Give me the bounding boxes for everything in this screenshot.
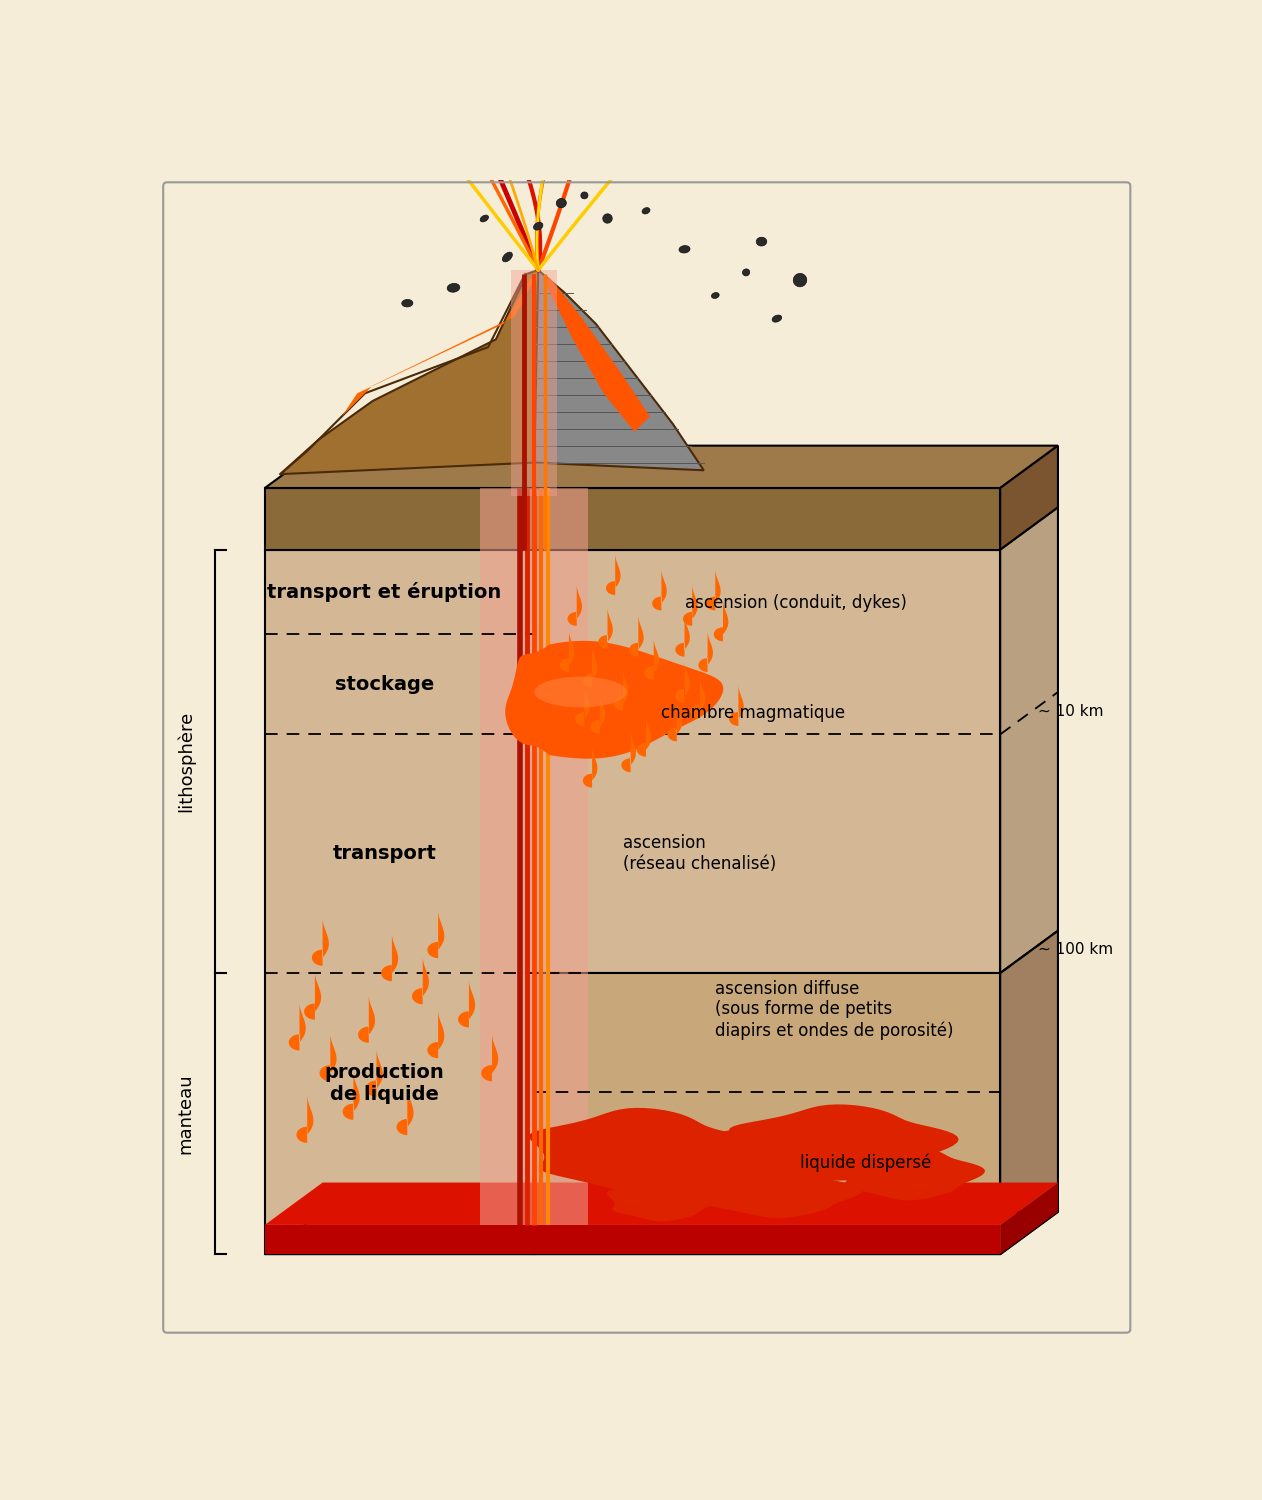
Polygon shape bbox=[652, 568, 666, 610]
Ellipse shape bbox=[712, 292, 719, 298]
Text: manteau: manteau bbox=[177, 1074, 194, 1154]
Polygon shape bbox=[319, 1034, 337, 1082]
FancyBboxPatch shape bbox=[534, 974, 1001, 1254]
Polygon shape bbox=[534, 270, 704, 471]
Polygon shape bbox=[690, 676, 705, 718]
FancyBboxPatch shape bbox=[265, 549, 534, 1254]
Polygon shape bbox=[729, 1104, 959, 1180]
Polygon shape bbox=[342, 278, 534, 417]
Polygon shape bbox=[606, 554, 621, 596]
Polygon shape bbox=[411, 956, 429, 1005]
Polygon shape bbox=[637, 716, 651, 756]
Polygon shape bbox=[645, 638, 659, 680]
Ellipse shape bbox=[772, 315, 781, 322]
Text: ascension (conduit, dykes): ascension (conduit, dykes) bbox=[684, 594, 906, 612]
Text: production
de liquide: production de liquide bbox=[324, 1064, 444, 1104]
Polygon shape bbox=[458, 980, 476, 1028]
Polygon shape bbox=[381, 933, 398, 981]
Polygon shape bbox=[560, 630, 574, 672]
Text: transport et éruption: transport et éruption bbox=[268, 582, 501, 602]
Polygon shape bbox=[280, 270, 538, 474]
Polygon shape bbox=[598, 608, 613, 650]
Polygon shape bbox=[668, 699, 683, 741]
Polygon shape bbox=[289, 1002, 305, 1050]
Ellipse shape bbox=[534, 222, 543, 230]
Polygon shape bbox=[428, 910, 444, 958]
Text: liquide dispersé: liquide dispersé bbox=[800, 1154, 931, 1172]
Polygon shape bbox=[366, 1048, 382, 1096]
Polygon shape bbox=[1001, 1182, 1058, 1254]
Text: stockage: stockage bbox=[334, 675, 434, 694]
Polygon shape bbox=[428, 1010, 444, 1058]
Polygon shape bbox=[544, 278, 650, 432]
Polygon shape bbox=[714, 600, 728, 640]
Ellipse shape bbox=[679, 246, 690, 254]
Polygon shape bbox=[705, 568, 721, 610]
Polygon shape bbox=[621, 730, 636, 772]
Ellipse shape bbox=[447, 284, 459, 292]
Polygon shape bbox=[1001, 930, 1058, 1254]
Polygon shape bbox=[265, 1212, 1058, 1254]
Ellipse shape bbox=[534, 676, 627, 708]
Text: ~ 10 km: ~ 10 km bbox=[1039, 704, 1104, 718]
Ellipse shape bbox=[502, 252, 512, 262]
Polygon shape bbox=[396, 1088, 414, 1136]
Ellipse shape bbox=[756, 237, 767, 246]
Text: chambre magmatique: chambre magmatique bbox=[661, 704, 846, 722]
Polygon shape bbox=[1001, 507, 1058, 974]
Ellipse shape bbox=[603, 214, 612, 223]
FancyBboxPatch shape bbox=[162, 180, 1133, 1335]
Polygon shape bbox=[312, 918, 329, 966]
Polygon shape bbox=[568, 585, 582, 626]
Ellipse shape bbox=[581, 192, 588, 200]
Polygon shape bbox=[729, 684, 743, 726]
FancyBboxPatch shape bbox=[265, 488, 1001, 549]
Polygon shape bbox=[838, 1146, 986, 1200]
Ellipse shape bbox=[401, 300, 413, 307]
Text: ascension diffuse
(sous forme de petits
diapirs et ondes de porosité): ascension diffuse (sous forme de petits … bbox=[716, 980, 954, 1040]
FancyBboxPatch shape bbox=[511, 270, 558, 495]
Polygon shape bbox=[613, 669, 628, 711]
Polygon shape bbox=[575, 684, 589, 726]
Polygon shape bbox=[481, 1034, 498, 1082]
FancyBboxPatch shape bbox=[534, 549, 1001, 974]
Polygon shape bbox=[1001, 446, 1058, 549]
Text: ~ 100 km: ~ 100 km bbox=[1039, 942, 1113, 957]
Polygon shape bbox=[591, 692, 606, 734]
Polygon shape bbox=[683, 585, 698, 626]
Polygon shape bbox=[297, 1095, 313, 1143]
Ellipse shape bbox=[642, 207, 650, 214]
Polygon shape bbox=[529, 1108, 758, 1192]
Polygon shape bbox=[505, 640, 723, 759]
Polygon shape bbox=[358, 994, 375, 1042]
Polygon shape bbox=[699, 1167, 863, 1218]
Polygon shape bbox=[343, 1071, 360, 1120]
Text: lithosphère: lithosphère bbox=[177, 711, 194, 812]
Polygon shape bbox=[698, 630, 713, 672]
Polygon shape bbox=[675, 662, 690, 704]
Ellipse shape bbox=[557, 198, 567, 207]
Text: transport: transport bbox=[332, 844, 437, 864]
Ellipse shape bbox=[480, 214, 488, 222]
Polygon shape bbox=[304, 972, 321, 1020]
Polygon shape bbox=[265, 1182, 1058, 1225]
Text: ascension
(réseau chenalisé): ascension (réseau chenalisé) bbox=[623, 834, 776, 873]
Polygon shape bbox=[628, 615, 644, 657]
Ellipse shape bbox=[794, 273, 806, 286]
Polygon shape bbox=[645, 1130, 842, 1202]
Polygon shape bbox=[265, 446, 1058, 488]
Polygon shape bbox=[675, 615, 690, 657]
FancyBboxPatch shape bbox=[265, 1226, 1001, 1254]
FancyBboxPatch shape bbox=[481, 488, 588, 1226]
Polygon shape bbox=[607, 1179, 722, 1221]
Polygon shape bbox=[583, 746, 597, 788]
Polygon shape bbox=[583, 646, 597, 687]
Ellipse shape bbox=[742, 268, 750, 276]
